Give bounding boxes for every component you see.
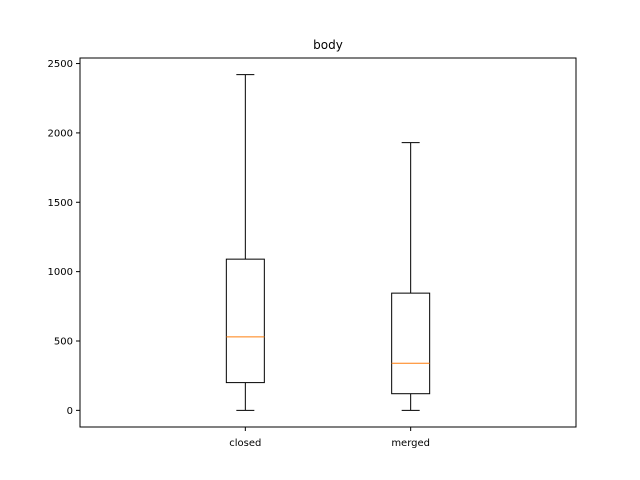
x-tick-label: closed — [229, 438, 261, 449]
iqr-box — [225, 258, 265, 384]
y-tick-label: 0 — [67, 406, 73, 417]
axes-frame — [79, 57, 577, 428]
iqr-box — [391, 292, 431, 395]
y-tick-label: 2000 — [48, 128, 73, 139]
y-axis: 0 500 1000 1500 2000 2500 — [48, 59, 80, 417]
x-tick-label: merged — [391, 438, 430, 449]
y-tick-label: 1500 — [48, 198, 73, 209]
y-tick-label: 500 — [54, 336, 73, 347]
plot-area — [225, 74, 431, 411]
chart-title: body — [313, 38, 343, 52]
box-closed — [225, 74, 265, 411]
box-merged — [391, 142, 431, 411]
y-tick-label: 1000 — [48, 267, 73, 278]
x-axis: closed merged — [229, 427, 430, 449]
y-tick-label: 2500 — [48, 59, 73, 70]
